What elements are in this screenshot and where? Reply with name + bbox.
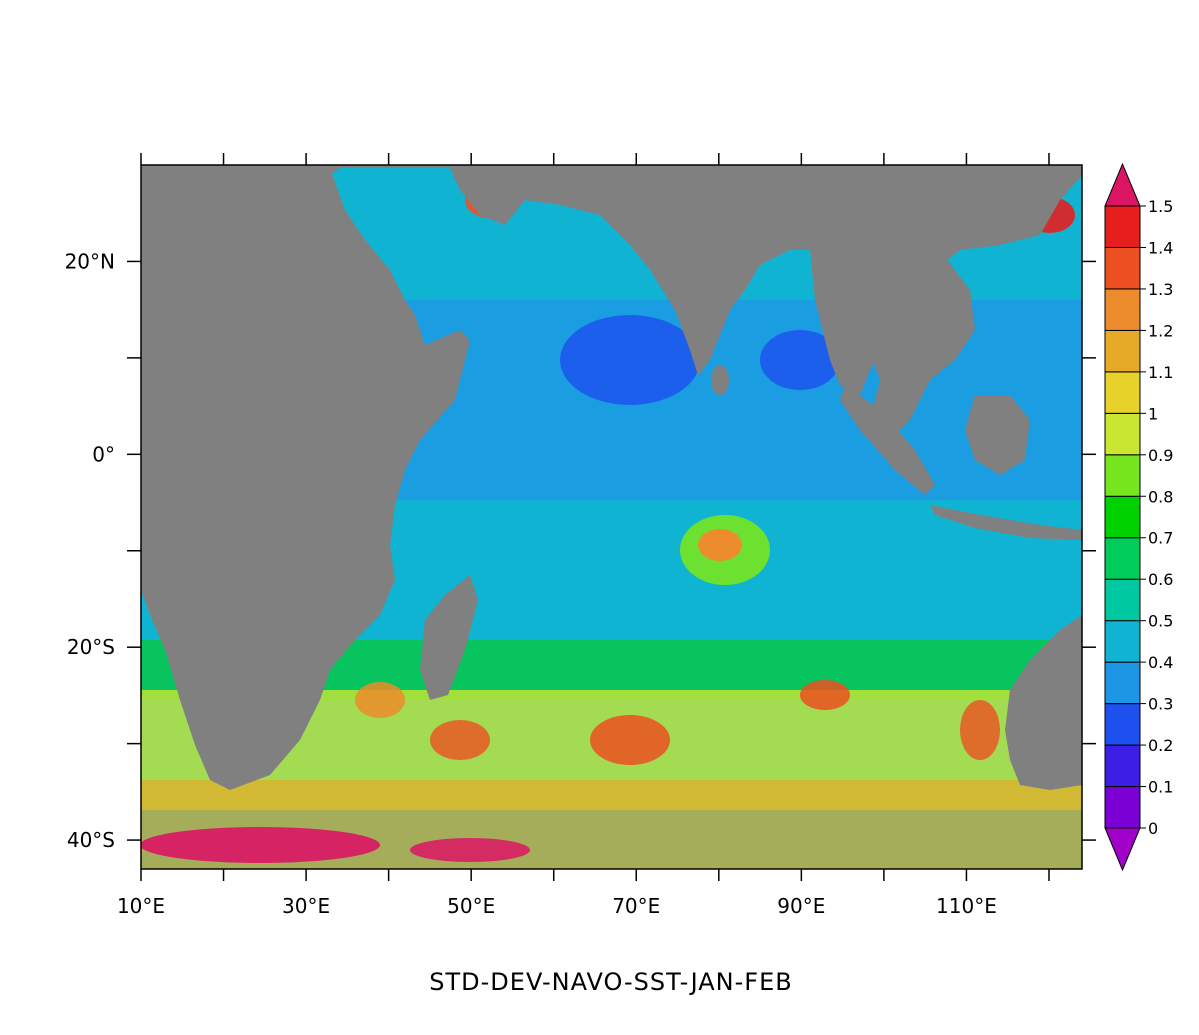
colorbar-label: 1.1 — [1148, 363, 1173, 382]
land-india — [600, 210, 745, 375]
y-tick-label: 40°S — [67, 828, 115, 852]
colorbar-swatch — [1104, 578, 1141, 622]
colorbar-swatch — [1104, 661, 1141, 705]
colorbar-label: 0.1 — [1148, 778, 1173, 797]
colorbar-label: 1.4 — [1148, 238, 1173, 257]
land-borneo — [965, 395, 1030, 475]
low-variance-patch-arabian-sea — [560, 315, 700, 405]
high-variance-core-central — [698, 529, 742, 561]
colorbar-swatch — [1104, 495, 1141, 539]
y-tick-label: 0° — [92, 442, 115, 466]
colorbar-label: 1.2 — [1148, 321, 1173, 340]
colorbar-swatch — [1104, 412, 1141, 456]
colorbar-label: 1.5 — [1148, 197, 1173, 216]
colorbar-swatch — [1104, 454, 1141, 497]
colorbar-swatch — [1104, 288, 1141, 331]
x-tick-label: 30°E — [282, 894, 330, 918]
colorbar-under-triangle — [1104, 827, 1141, 872]
high-variance-band-agulhas — [141, 827, 380, 863]
land-australia — [1005, 615, 1082, 790]
high-variance-patch-south-1 — [590, 715, 670, 765]
y-tick-label: 20°S — [67, 635, 115, 659]
colorbar-swatch — [1104, 329, 1141, 373]
high-variance-patch-south-2 — [800, 680, 850, 710]
map-plot-area — [141, 165, 1082, 869]
x-tick-label: 90°E — [777, 894, 825, 918]
colorbar-over-triangle — [1104, 162, 1141, 207]
map-caption: STD-DEV-NAVO-SST-JAN-FEB — [429, 968, 792, 996]
colorbar-label: 0.2 — [1148, 736, 1173, 755]
land-madagascar — [420, 575, 478, 700]
x-tick-label: 10°E — [117, 894, 165, 918]
colorbar-label: 0.7 — [1148, 529, 1173, 548]
colorbar-swatch — [1104, 537, 1141, 580]
colorbar-label: 1.3 — [1148, 280, 1173, 299]
x-axis: 10°E 30°E 50°E 70°E 90°E 110°E — [117, 153, 1050, 918]
plot-frame — [140, 164, 1083, 870]
land-sumatra — [840, 385, 935, 495]
colorbar-label: 0.5 — [1148, 612, 1173, 631]
low-variance-patch-bay-of-bengal — [760, 330, 840, 390]
y-axis: 20°N 0° 20°S 40°S — [65, 249, 1096, 852]
colorbar-swatch — [1104, 246, 1141, 290]
land-sri-lanka — [711, 365, 729, 395]
colorbar: 0 0.1 0.2 0.3 0.4 0.5 0.6 0.7 0.8 0.9 1 1.1 1.2 1.3 1.… — [1104, 162, 1173, 872]
land-java — [930, 505, 1082, 540]
land-asia-north — [141, 165, 1082, 395]
colorbar-label: 0.8 — [1148, 487, 1173, 506]
colorbar-label: 0 — [1148, 819, 1158, 838]
high-variance-patch-south-3 — [430, 720, 490, 760]
colorbar-swatch — [1104, 786, 1141, 829]
colorbar-swatch — [1104, 205, 1141, 248]
y-tick-label: 20°N — [65, 249, 115, 273]
colorbar-label: 0.3 — [1148, 695, 1173, 714]
colorbar-swatch — [1104, 620, 1141, 663]
colorbar-label: 0.4 — [1148, 653, 1173, 672]
colorbar-label: 0.6 — [1148, 570, 1173, 589]
colorbar-swatch — [1104, 703, 1141, 746]
colorbar-label: 1 — [1148, 404, 1158, 423]
x-tick-label: 110°E — [936, 894, 997, 918]
land-africa — [141, 165, 470, 790]
land-indochina — [865, 250, 975, 440]
high-variance-patch-south-4 — [355, 682, 405, 718]
colorbar-swatch — [1104, 371, 1141, 414]
high-variance-patch-south-5 — [960, 700, 1000, 760]
colorbar-label: 0.9 — [1148, 446, 1173, 465]
high-variance-band-agulhas-2 — [410, 838, 530, 862]
land — [141, 165, 1082, 790]
x-tick-label: 50°E — [447, 894, 495, 918]
colorbar-swatch — [1104, 744, 1141, 788]
x-tick-label: 70°E — [612, 894, 660, 918]
